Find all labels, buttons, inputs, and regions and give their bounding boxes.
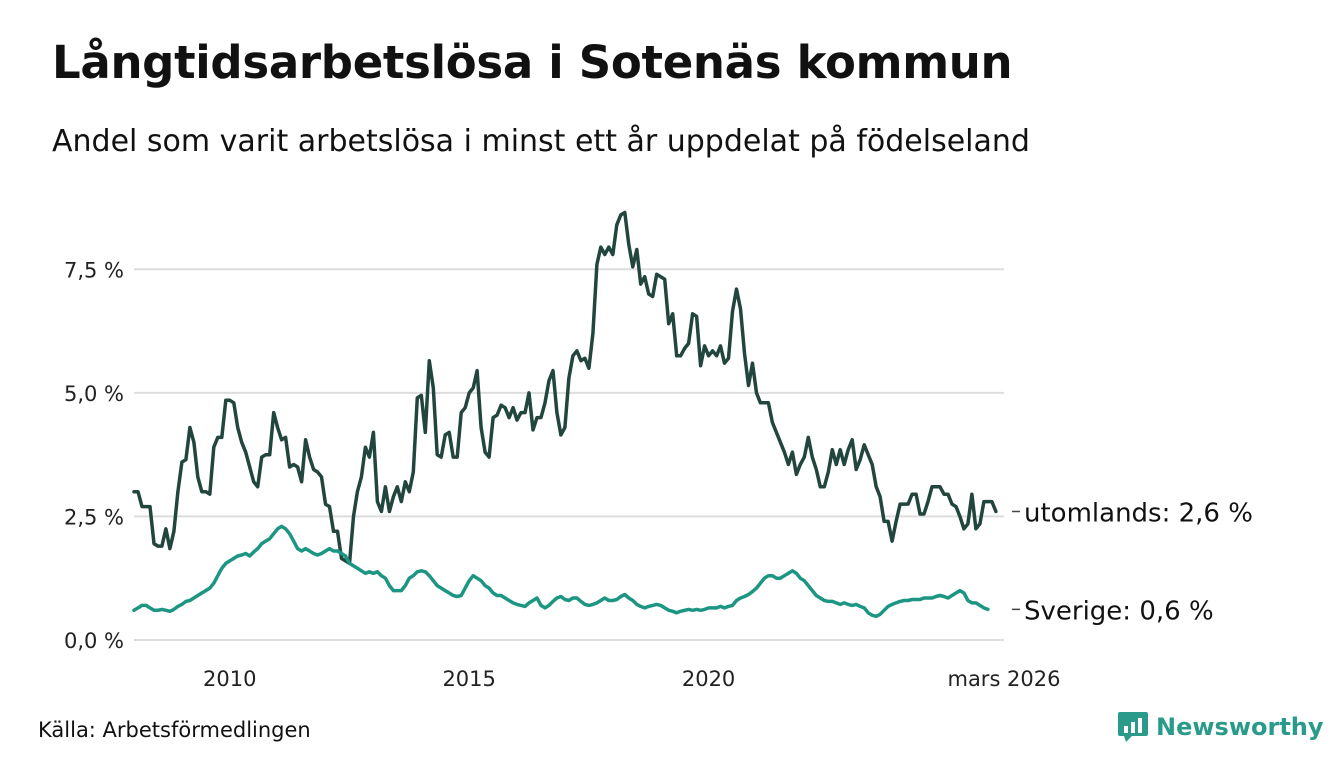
chart-subtitle: Andel som varit arbetslösa i minst ett å… [52, 124, 1030, 159]
x-tick-label: 2020 [682, 667, 735, 691]
y-tick-label: 7,5 % [64, 258, 124, 282]
x-tick-label: mars 2026 [947, 667, 1060, 691]
y-tick-label: 5,0 % [64, 382, 124, 406]
series-line-utomlands [132, 210, 998, 566]
series-line-sverige [132, 524, 990, 619]
brand-logo: Newsworthy [1118, 712, 1324, 742]
brand-name: Newsworthy [1156, 713, 1324, 741]
end-label-utomlands: utomlands: 2,6 % [1024, 498, 1253, 528]
newsworthy-logo-icon [1118, 712, 1148, 742]
x-tick-label: 2010 [203, 667, 256, 691]
y-tick-label: 0,0 % [64, 629, 124, 653]
chart-title: Långtidsarbetslösa i Sotenäs kommun [52, 36, 1013, 89]
end-label-sverige: Sverige: 0,6 % [1024, 596, 1214, 626]
source-note: Källa: Arbetsförmedlingen [38, 718, 311, 742]
x-tick-label: 2015 [442, 667, 495, 691]
y-tick-label: 2,5 % [64, 505, 124, 529]
